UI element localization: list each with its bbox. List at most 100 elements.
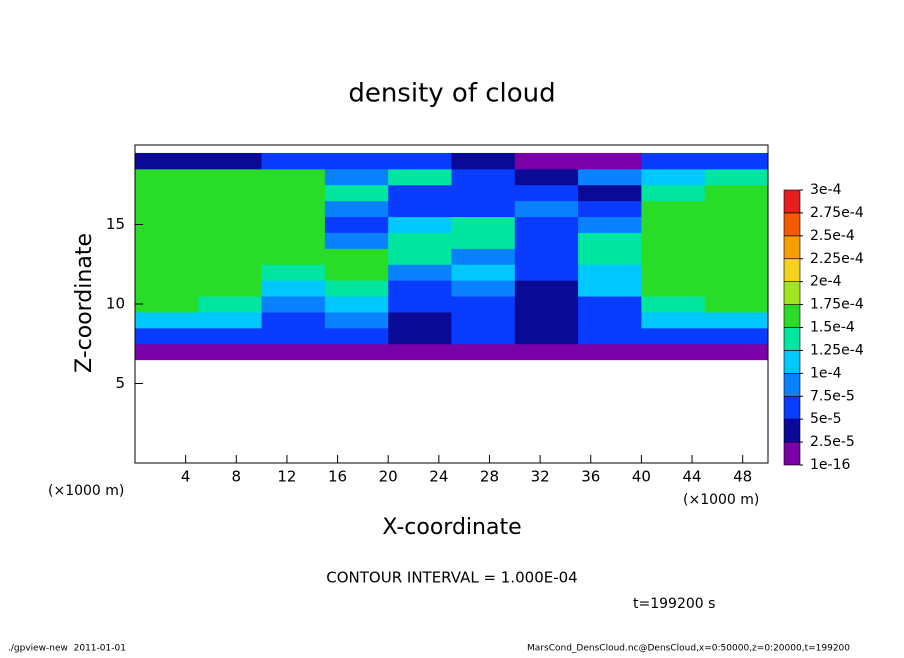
field-cell [261,168,326,186]
x-tick-label: 48 [733,468,752,486]
y-tick-label: 5 [115,374,125,392]
field-cell [704,327,769,345]
field-cell [388,280,452,297]
colorbar-label: 2e-4 [810,274,842,290]
x-tick-label: 40 [632,468,651,486]
field-cell [198,248,263,265]
field-cell [198,152,263,170]
field-cell [641,311,706,329]
field-cell [451,280,516,297]
field-cell [704,152,769,170]
field-cell [704,280,769,297]
field-cell [578,232,642,249]
field-cell [578,343,642,361]
field-cell [261,343,326,361]
field-cell [514,264,579,281]
field-cell [324,200,389,218]
field-cell [198,216,263,233]
field-cell [578,280,642,297]
x-tick-label: 32 [531,468,550,486]
field-cell [261,232,326,249]
colorbar-box [783,235,801,260]
colorbar-label: 1e-4 [810,365,842,381]
field-cell [324,296,389,313]
field-cell [198,232,263,249]
field-cell [198,311,263,329]
field-cell [514,280,579,297]
field-cell [451,216,516,233]
x-tick-label: 4 [181,468,191,486]
field-cell [451,343,516,361]
x-tick-label: 16 [328,468,347,486]
field-cell [135,200,199,218]
field-cell [388,311,452,329]
colorbar-box [783,304,801,328]
field-cell [198,168,263,186]
field-cell [388,200,452,218]
field-cell [388,248,452,265]
field-cell [704,184,769,202]
colorbar-label: 7.5e-5 [810,388,855,404]
field-cell [578,264,642,281]
field-cell [514,232,579,249]
field-cell [135,296,199,313]
field-cell [514,168,579,186]
field-cell [135,232,199,249]
field-cell [324,311,389,329]
colorbar-box [783,212,801,237]
field-cell [514,327,579,345]
field-cell [261,184,326,202]
field-cell [261,280,326,297]
field-cell [451,232,516,249]
field-cell [578,296,642,313]
footer-left: ./gpview-new 2011-01-01 [8,644,126,654]
field-cell [135,264,199,281]
field-cell [324,152,389,170]
field-cell [451,152,516,170]
field-cell [641,248,706,265]
field-cell [514,248,579,265]
x-axis-label: X-coordinate [382,515,521,540]
colorbar-label: 1.5e-4 [810,320,855,336]
field-cell [704,248,769,265]
colorbar-label: 3e-4 [810,182,842,198]
field-cell [514,343,579,361]
x-tick-label: 36 [581,468,600,486]
field-cell [451,327,516,345]
field-cell [641,168,706,186]
field-cell [388,343,452,361]
y-tick-label: 15 [106,215,125,233]
field-cell [135,311,199,329]
field-cell [135,152,199,170]
colorbar-label: 1.25e-4 [810,342,864,358]
field-cell [578,168,642,186]
x-tick-label: 44 [682,468,701,486]
field-cell [451,168,516,186]
field-cell [704,343,769,361]
field-cell [198,184,263,202]
field-cell [704,311,769,329]
field-cell [578,327,642,345]
field-cell [198,327,263,345]
field-cell [514,311,579,329]
field-cell [324,184,389,202]
colorbar-label: 2.5e-4 [810,228,855,244]
field-cell [324,327,389,345]
colorbar-label: 1.75e-4 [810,297,864,313]
contour-interval: CONTOUR INTERVAL = 1.000E-04 [326,569,577,587]
field-cell [135,216,199,233]
field-cell [261,152,326,170]
field-cell [388,264,452,281]
field-cell [641,232,706,249]
time-label: t=199200 s [633,596,715,612]
y-tick-label: 10 [106,295,125,313]
x-unit-label: (×1000 m) [683,492,759,508]
field-cell [135,168,199,186]
field-cell [135,280,199,297]
field-cell [324,168,389,186]
field-cell [641,184,706,202]
colorbar-box [783,373,801,397]
colorbar-label: 2.5e-5 [810,434,855,450]
x-tick-label: 28 [480,468,499,486]
field-cell [261,248,326,265]
